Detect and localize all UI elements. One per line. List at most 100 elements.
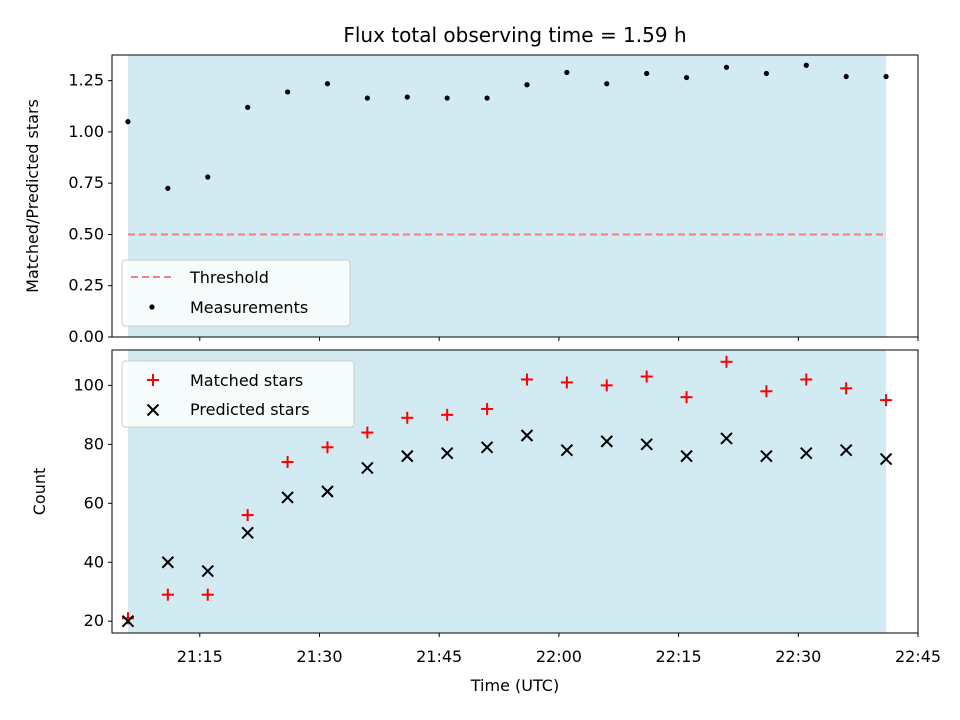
predicted-star-point [600,435,613,448]
predicted-star-point [680,449,693,463]
matched-star-point [600,379,613,392]
predicted-star-point [161,556,175,569]
measurement-point [604,81,610,87]
matched-star-point [560,376,573,389]
matched-star-point [201,588,214,601]
count-y-axis-label: Count [30,468,49,516]
predicted-star-point [361,461,374,475]
x-tick-label: 21:45 [416,647,462,666]
x-tick-label: 22:45 [895,647,941,666]
matched-star-point [361,426,374,439]
matched-star-point [481,402,494,415]
predicted-star-point [879,452,893,466]
predicted-star-point [480,441,494,454]
predicted-star-point [839,444,853,457]
y-tick-label: 1.00 [68,122,104,141]
measurement-point [484,95,490,101]
y-tick-label: 0.75 [68,173,104,192]
predicted-star-point [401,449,414,463]
matched-star-point [401,411,414,424]
legend-measurements-label: Measurements [190,298,308,317]
matched-star-point [321,441,334,454]
legend-x-marker [146,403,160,417]
predicted-star-point [440,446,454,460]
x-tick-label: 22:00 [536,647,582,666]
matched-star-point [800,373,813,386]
ratio-legend-box [121,259,351,327]
measurement-point [803,62,809,68]
count-legend: Matched stars Predicted stars [121,360,355,428]
y-tick-label: 40 [84,552,104,571]
ratio-y-axis-label: Matched/Predicted stars [23,99,42,293]
matched-star-point [640,370,653,383]
matched-star-point [840,382,853,395]
y-tick-label: 0.25 [68,276,104,295]
measurement-point [644,70,650,77]
y-tick-label: 1.25 [68,71,104,90]
y-tick-label: 20 [84,611,104,630]
predicted-star-point [321,485,334,498]
y-tick-label: 0.00 [68,327,104,346]
y-tick-label: 0.50 [68,224,104,243]
ratio-y-ticks: 0.00 0.25 0.50 0.75 1.00 1.25 [68,71,112,346]
measurement-point [165,185,171,191]
x-tick-label: 21:15 [177,647,223,666]
measurement-points [125,62,889,191]
predicted-star-point [520,429,534,442]
predicted-star-points [121,429,893,628]
y-tick-label: 80 [84,434,104,453]
chart-title: Flux total observing time = 1.59 h [343,23,686,47]
time-x-axis-label: Time (UTC) [470,676,559,695]
x-tick-label: 21:30 [296,647,342,666]
predicted-star-point [560,444,574,457]
measurement-point [683,74,690,81]
measurement-point [763,70,769,77]
measurement-point [404,94,410,100]
y-tick-label: 60 [84,493,104,512]
legend-measurements-swatch [149,304,155,310]
matched-star-point [241,509,254,522]
predicted-star-point [241,526,254,539]
matched-star-point [880,394,893,407]
measurement-point [883,73,889,80]
measurement-point [324,81,331,87]
legend-matched-swatch [147,374,159,386]
measurement-point [364,95,370,101]
measurement-point [723,64,730,70]
predicted-star-point [800,446,813,460]
count-y-ticks: 20 40 60 80 100 [73,375,112,630]
predicted-star-point [720,432,733,445]
count-panel: 20 40 60 80 100 21:15 21:30 21:45 22:00 22:15 22:… [30,349,941,695]
matched-star-point [441,408,454,421]
predicted-star-point [201,564,214,578]
predicted-star-point [281,491,294,504]
matched-star-point [520,373,533,386]
legend-predicted-label: Predicted stars [190,400,310,419]
matched-star-point [161,588,174,601]
x-tick-label: 22:15 [656,647,702,666]
matched-star-point [720,355,733,368]
legend-predicted-swatch [146,403,160,417]
ratio-x-ticks [199,337,919,341]
measurement-point [444,95,450,101]
measurement-point [524,82,530,88]
measurement-point [245,104,251,110]
measurement-point [284,89,291,95]
ratio-legend: Threshold Measurements [121,259,351,327]
predicted-star-point [760,449,773,463]
matched-star-point [760,385,773,398]
x-tick-label: 22:30 [775,647,821,666]
measurement-point [125,119,131,125]
predicted-star-point [121,615,135,628]
count-legend-box [121,360,355,428]
legend-threshold-label: Threshold [189,268,269,287]
ratio-panel-frame [111,54,919,338]
y-tick-label: 100 [73,375,104,394]
ratio-panel: 0.00 0.25 0.50 0.75 1.00 1.25 Flux total obse… [23,23,919,346]
measurement-point [564,69,570,76]
matched-star-point [281,456,294,469]
measurement-point [205,174,211,180]
predicted-star-point [640,438,653,451]
count-panel-frame [111,349,919,634]
